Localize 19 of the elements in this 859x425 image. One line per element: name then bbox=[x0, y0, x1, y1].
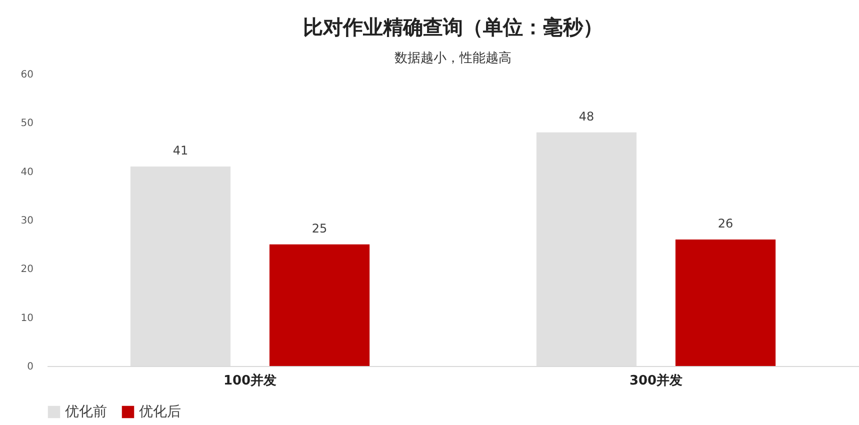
x-tick-label: 300并发 bbox=[629, 372, 683, 388]
chart-subtitle: 数据越小，性能越高 bbox=[394, 50, 512, 66]
data-label: 41 bbox=[172, 143, 188, 158]
legend-label: 优化前 bbox=[65, 404, 107, 420]
y-tick-label: 40 bbox=[20, 166, 34, 178]
y-tick-label: 20 bbox=[20, 264, 34, 276]
legend-label: 优化后 bbox=[139, 404, 181, 420]
y-tick-label: 10 bbox=[20, 312, 34, 324]
y-tick-label: 0 bbox=[27, 362, 34, 372]
y-tick-label: 60 bbox=[20, 70, 34, 80]
y-tick-label: 50 bbox=[20, 118, 34, 130]
data-label: 26 bbox=[718, 216, 734, 230]
bar bbox=[269, 244, 370, 366]
chart-title: 比对作业精确查询（单位：毫秒） bbox=[303, 15, 603, 39]
bar bbox=[675, 239, 776, 366]
y-tick-label: 30 bbox=[20, 216, 34, 226]
x-tick-label: 100并发 bbox=[223, 372, 277, 388]
data-label: 25 bbox=[312, 221, 328, 236]
data-label: 48 bbox=[578, 109, 594, 124]
